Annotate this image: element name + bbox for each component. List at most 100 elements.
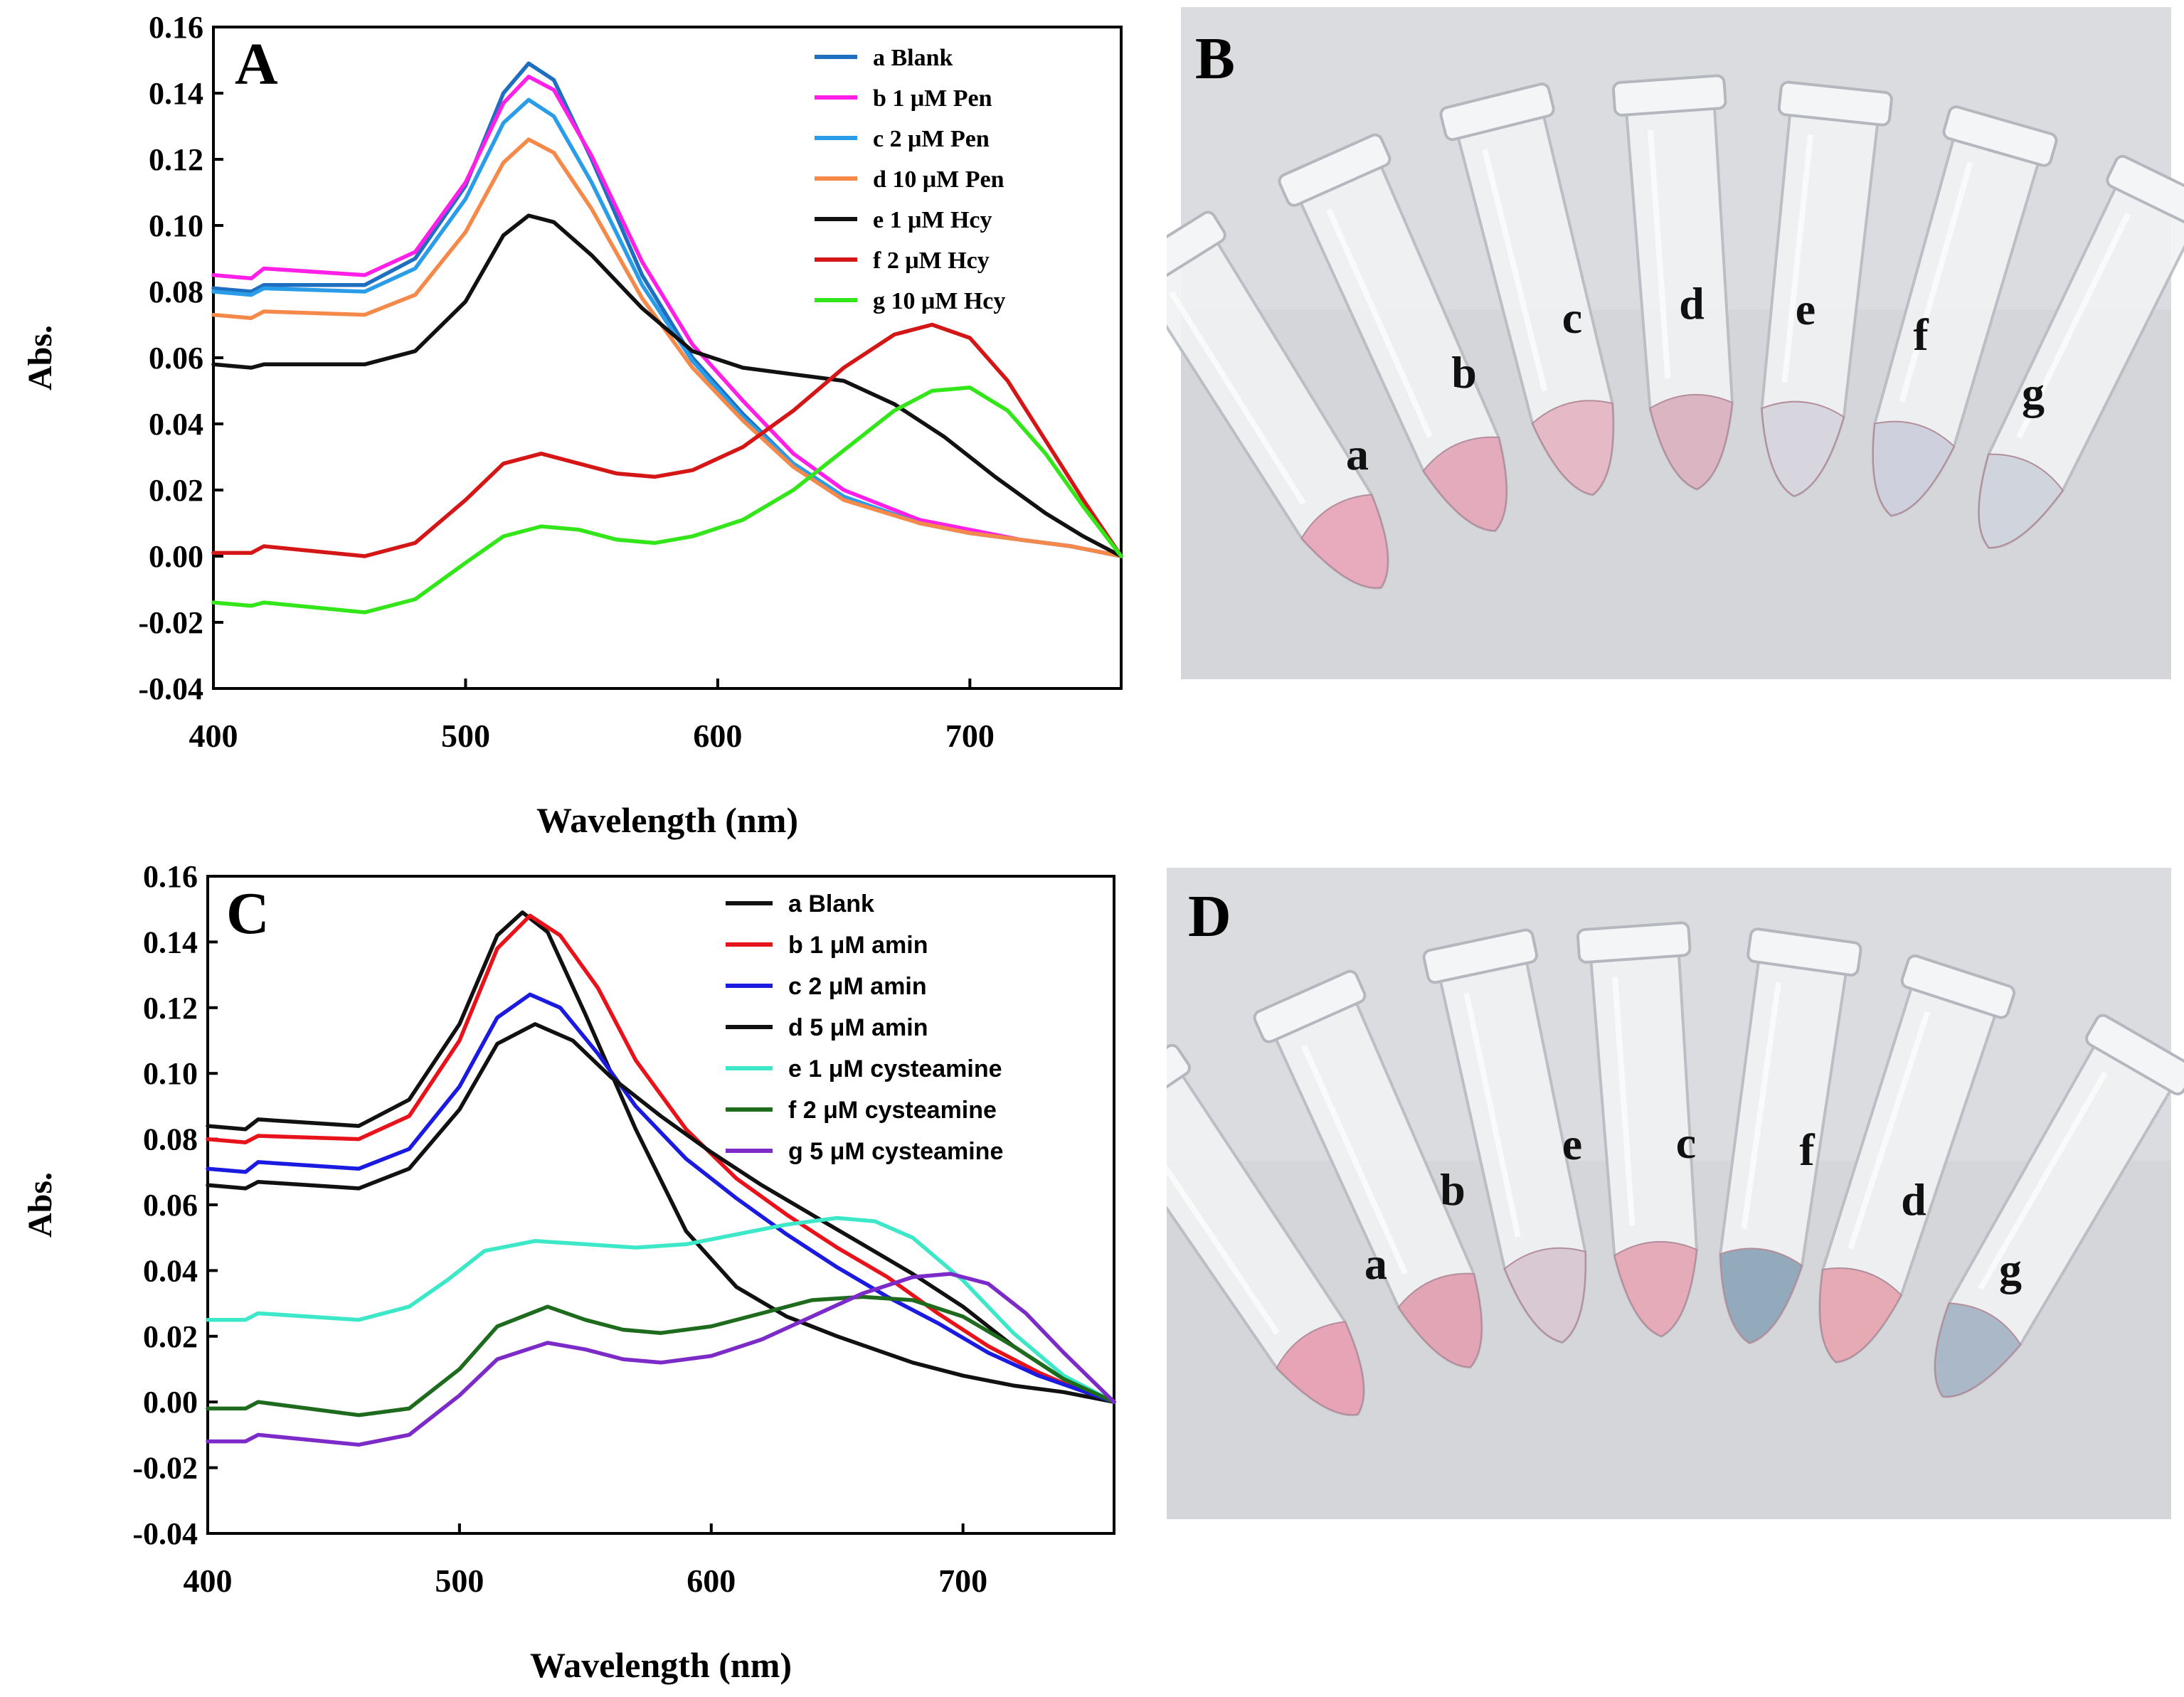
tube-liquid	[1649, 393, 1734, 490]
tube	[1871, 105, 2058, 518]
plot-frame	[206, 875, 1115, 1535]
y-tick-label: -0.02	[138, 605, 203, 640]
tube-liquid	[1503, 1247, 1586, 1344]
y-tick-label: 0.04	[143, 1253, 198, 1288]
tube-highlight	[1648, 129, 1671, 379]
series-line-e	[211, 213, 1123, 558]
tube	[1611, 74, 1734, 491]
y-tick-label: 0.10	[149, 208, 203, 243]
y-tick-label: 0.16	[149, 10, 203, 45]
y-axis-label: Abs.	[21, 325, 59, 390]
y-tick-label: 0.08	[143, 1122, 198, 1157]
tube	[1934, 1014, 2184, 1398]
y-tick-label: 0.14	[143, 925, 198, 959]
tube-cap	[1746, 927, 1862, 977]
y-tick-label: 0.06	[149, 341, 203, 376]
x-tick-label: 600	[687, 1563, 736, 1599]
y-tick-label: 0.02	[149, 473, 203, 508]
tube-highlight	[1781, 134, 1814, 383]
tube-label: b	[1440, 1164, 1465, 1215]
legend-entry: d 10 μM Pen	[873, 166, 1004, 193]
tube-label: d	[1901, 1174, 1926, 1225]
y-tick-label: 0.00	[149, 539, 203, 574]
tube-cap	[1167, 211, 1226, 295]
y-tick-label: 0.12	[143, 991, 198, 1026]
tube-highlight	[1301, 1044, 1408, 1275]
tube-cap	[1253, 969, 1367, 1043]
tube-label: c	[1676, 1117, 1696, 1168]
tube-liquid	[1761, 400, 1845, 497]
x-axis-label: Wavelength (nm)	[536, 800, 798, 840]
y-tick-label: 0.04	[149, 407, 203, 442]
series-line-e	[206, 1215, 1116, 1404]
tube-label: b	[1451, 347, 1477, 398]
tube-cap	[2085, 1014, 2184, 1096]
y-tick-label: 0.14	[149, 76, 203, 111]
tube-highlight	[2016, 212, 2131, 439]
tube-label: f	[1913, 309, 1929, 360]
tube	[1422, 928, 1587, 1344]
x-axis-label: Wavelength (nm)	[530, 1645, 792, 1685]
photo-d: a b e c f d g D	[1167, 868, 2184, 1519]
tube-liquid	[1300, 494, 1389, 589]
tube-label: e	[1796, 284, 1815, 334]
legend-entry: g 10 μM Hcy	[873, 288, 1005, 314]
y-tick-label: -0.04	[138, 671, 203, 706]
tube-cap	[1611, 74, 1727, 117]
tube	[1576, 921, 1699, 1338]
tube-liquid	[1719, 1248, 1803, 1344]
tube-cap	[1439, 83, 1555, 142]
tube-cap	[1777, 80, 1893, 127]
tube-label: e	[1562, 1119, 1582, 1169]
legend-entry: b 1 μM Pen	[873, 85, 992, 112]
tube-highlight	[1169, 291, 1306, 506]
tube-cap	[1167, 1043, 1191, 1131]
panel-label: A	[235, 31, 278, 97]
y-tick-label: -0.02	[132, 1451, 198, 1486]
tube-highlight	[1463, 992, 1521, 1238]
tube-cap	[1422, 928, 1539, 984]
y-tick-label: 0.08	[149, 275, 203, 309]
series-line-c	[206, 992, 1116, 1404]
series-line-g	[211, 385, 1123, 615]
series-line-g	[206, 1272, 1116, 1447]
series-line-b	[206, 913, 1116, 1404]
x-tick-label: 700	[938, 1563, 987, 1599]
tube-label: g	[2022, 368, 2045, 418]
series-line-d	[206, 1022, 1116, 1404]
tube-cap	[1900, 954, 2016, 1019]
tube-highlight	[1741, 982, 1782, 1230]
tube-label: a	[1364, 1238, 1387, 1289]
x-tick-label: 700	[945, 718, 995, 754]
tube-highlight	[1978, 1071, 2108, 1290]
tube-label: a	[1346, 429, 1369, 479]
tube	[1439, 83, 1615, 496]
tube	[1760, 80, 1893, 498]
tube-cap	[1942, 105, 2058, 167]
y-tick-label: 0.10	[143, 1056, 198, 1091]
series-line-d	[211, 137, 1123, 558]
tube-liquid	[1872, 420, 1956, 517]
tube-liquid	[1978, 453, 2064, 549]
tube-label: g	[1999, 1244, 2022, 1294]
tube-liquid	[1276, 1321, 1364, 1416]
tube-highlight	[1848, 1011, 1931, 1250]
tube	[1719, 927, 1862, 1345]
tube	[1818, 954, 2016, 1364]
tube-liquid	[1819, 1267, 1902, 1363]
tube-label: d	[1679, 278, 1705, 329]
y-tick-label: 0.12	[149, 142, 203, 177]
legend-entry: e 1 μM Hcy	[873, 207, 992, 233]
tube-highlight	[1326, 208, 1433, 438]
tube-highlight	[1899, 161, 1973, 403]
tube-liquid	[1613, 1240, 1698, 1337]
tube-highlight	[1481, 149, 1548, 392]
y-tick-label: 0.00	[143, 1385, 198, 1420]
legend-entry: g 5 μM cysteamine	[788, 1138, 1003, 1165]
tube	[1167, 1043, 1365, 1417]
tube-highlight	[1612, 977, 1636, 1226]
tube-cap	[2106, 154, 2184, 231]
y-tick-label: 0.06	[143, 1188, 198, 1223]
legend-entry: d 5 μM amin	[788, 1014, 928, 1041]
x-tick-label: 400	[189, 718, 238, 754]
